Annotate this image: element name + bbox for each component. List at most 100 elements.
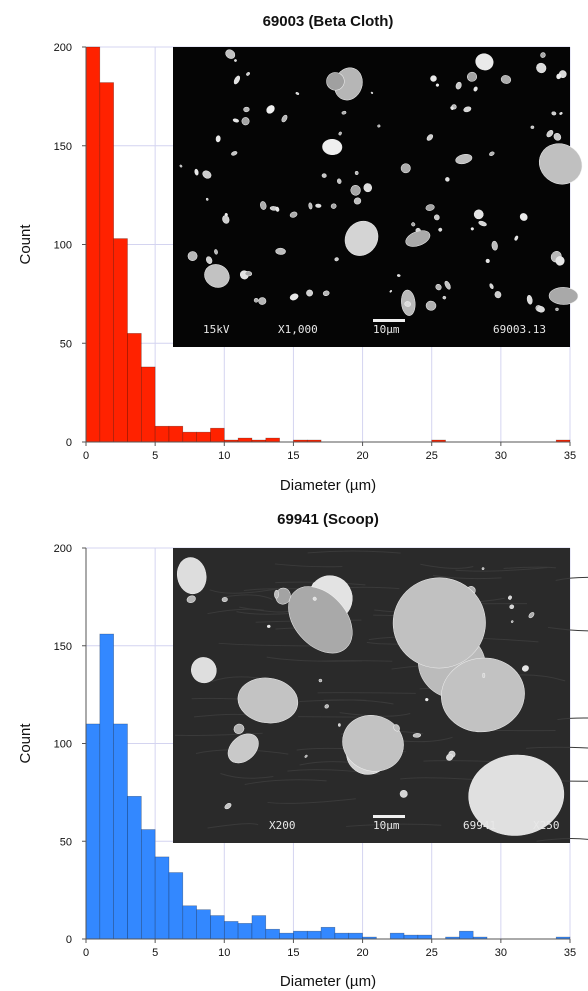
dust-particle <box>315 203 322 208</box>
micrograph-texture <box>455 567 548 572</box>
micrograph-label: 10µm <box>373 323 400 336</box>
histogram-bar <box>154 425 170 443</box>
dust-particle <box>489 283 494 290</box>
micrograph-label: X200 <box>269 819 296 832</box>
y-axis-label: Count <box>17 224 34 265</box>
dust-particle <box>377 124 381 128</box>
dust-particle <box>470 227 474 231</box>
histogram-bar <box>417 934 433 940</box>
micrograph-texture <box>221 594 273 600</box>
y-tick-label: 200 <box>54 543 72 555</box>
dust-particle <box>500 75 512 84</box>
dust-particle <box>232 118 239 123</box>
dust-particle <box>435 284 442 291</box>
dust-particle <box>425 204 435 211</box>
micrograph-texture <box>547 626 588 632</box>
dust-particle <box>337 178 342 184</box>
x-axis-label: Diameter (µm) <box>280 973 376 990</box>
dust-particle <box>344 220 379 256</box>
x-tick-label: 15 <box>287 450 299 462</box>
scale-bar <box>373 815 405 818</box>
dust-particle <box>553 133 562 141</box>
x-tick-label: 25 <box>426 450 438 462</box>
dust-particle <box>221 597 228 602</box>
dust-particle <box>435 83 439 87</box>
micrograph-label: X1,000 <box>278 323 318 336</box>
histogram-bar <box>99 633 114 940</box>
histogram-bar <box>141 829 156 940</box>
x-tick-label: 0 <box>83 947 89 959</box>
sem-micrograph-69941: X200 10µm 69941 X250 <box>173 548 588 843</box>
dust-particle <box>266 624 271 628</box>
micrograph-texture <box>174 732 263 736</box>
histogram-bar <box>210 915 225 940</box>
histogram-bar <box>389 932 405 940</box>
micrograph-texture <box>318 660 393 662</box>
dust-particle <box>446 753 454 761</box>
dust-particle <box>546 129 554 138</box>
micrograph-texture <box>244 779 327 786</box>
micrograph-background <box>173 47 570 347</box>
histogram-bar <box>196 431 211 443</box>
dust-particle <box>521 665 529 672</box>
micrograph-texture <box>239 606 291 613</box>
histogram-bar <box>127 333 142 443</box>
histogram-bar <box>251 915 267 940</box>
x-tick-label: 0 <box>83 450 89 462</box>
dust-particle <box>244 271 253 277</box>
dust-particle <box>179 164 183 168</box>
dust-particle <box>530 125 535 129</box>
dust-particle <box>510 620 514 623</box>
dust-particle <box>514 235 519 241</box>
dust-particle <box>393 724 400 732</box>
dust-particle <box>399 789 408 798</box>
dust-particle <box>445 177 450 182</box>
x-tick-label: 20 <box>356 450 368 462</box>
y-tick-label: 150 <box>54 641 72 653</box>
dust-particle <box>434 214 440 221</box>
x-tick-label: 35 <box>564 947 576 959</box>
x-tick-label: 30 <box>495 450 507 462</box>
micrograph-label: 10µm <box>373 819 400 832</box>
y-tick-label: 50 <box>60 338 72 350</box>
histogram-bar <box>334 932 350 940</box>
micrograph-label: 69003.13 <box>493 323 546 336</box>
micrograph-texture <box>317 692 416 694</box>
dust-particle <box>425 300 437 311</box>
micrograph-texture <box>299 699 367 702</box>
dust-particle <box>519 213 528 221</box>
dust-particle <box>341 110 347 115</box>
micrograph-texture <box>209 588 277 594</box>
dust-particle <box>204 264 230 288</box>
y-axis-label: Count <box>17 723 34 764</box>
dust-particle <box>466 71 478 82</box>
dust-particle <box>489 151 495 156</box>
dust-particle <box>475 53 494 71</box>
scale-bar <box>373 319 405 322</box>
histogram-bar <box>237 437 253 443</box>
dust-particle <box>481 567 485 570</box>
dust-particle <box>326 72 345 91</box>
dust-particle <box>322 138 343 156</box>
dust-particle <box>306 289 313 297</box>
dust-particle <box>509 604 515 610</box>
dust-particle <box>350 185 361 196</box>
x-tick-label: 25 <box>426 947 438 959</box>
dust-particle <box>202 170 212 179</box>
dust-particle <box>353 197 362 205</box>
histogram-bar <box>168 425 184 443</box>
micrograph-texture <box>557 717 588 721</box>
dust-particle <box>538 143 583 185</box>
micrograph-texture <box>274 563 343 568</box>
histogram-bar <box>265 928 280 940</box>
histogram-bar <box>85 723 101 940</box>
dust-particle <box>389 290 393 293</box>
dust-particle <box>258 297 267 305</box>
chart-title: 69003 (Beta Cloth) <box>263 13 394 30</box>
x-axis-label: Diameter (µm) <box>280 477 376 494</box>
dust-particle <box>215 135 221 143</box>
dust-particle <box>455 81 462 90</box>
histogram-bar <box>403 934 419 940</box>
micrograph-texture <box>555 576 588 581</box>
dust-particle <box>508 595 512 600</box>
